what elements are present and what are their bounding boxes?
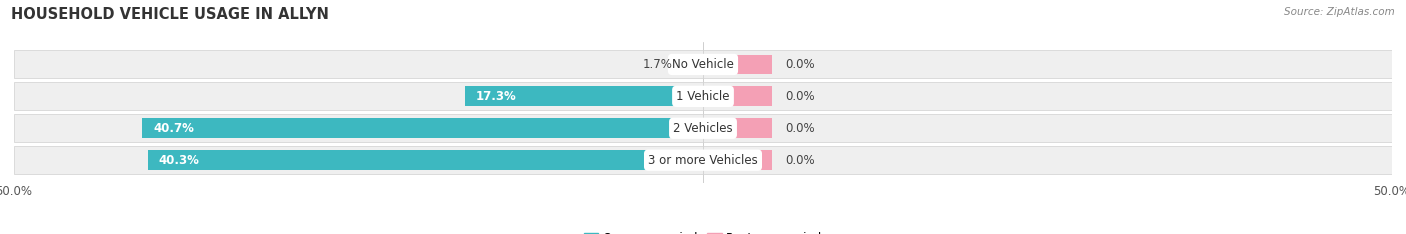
Text: HOUSEHOLD VEHICLE USAGE IN ALLYN: HOUSEHOLD VEHICLE USAGE IN ALLYN	[11, 7, 329, 22]
Text: 3 or more Vehicles: 3 or more Vehicles	[648, 154, 758, 167]
Bar	[148, 150, 703, 170]
Bar	[703, 146, 1392, 174]
Text: 17.3%: 17.3%	[475, 90, 516, 103]
Bar	[703, 118, 772, 138]
Legend: Owner-occupied, Renter-occupied: Owner-occupied, Renter-occupied	[579, 227, 827, 234]
Bar	[703, 87, 772, 106]
Text: 1.7%: 1.7%	[643, 58, 672, 71]
Bar	[703, 150, 772, 170]
Text: 40.7%: 40.7%	[153, 122, 194, 135]
Bar	[703, 50, 1392, 78]
Bar	[703, 114, 1392, 142]
Bar	[14, 114, 703, 142]
Bar	[14, 82, 703, 110]
Text: 40.3%: 40.3%	[159, 154, 200, 167]
Bar	[14, 146, 703, 174]
Bar	[703, 82, 1392, 110]
Text: 2 Vehicles: 2 Vehicles	[673, 122, 733, 135]
Text: 0.0%: 0.0%	[786, 90, 815, 103]
Text: No Vehicle: No Vehicle	[672, 58, 734, 71]
Bar	[703, 55, 772, 74]
Text: Source: ZipAtlas.com: Source: ZipAtlas.com	[1284, 7, 1395, 17]
Bar	[464, 87, 703, 106]
Bar	[679, 55, 703, 74]
Bar	[14, 50, 703, 78]
Text: 1 Vehicle: 1 Vehicle	[676, 90, 730, 103]
Text: 0.0%: 0.0%	[786, 154, 815, 167]
Bar	[142, 118, 703, 138]
Text: 0.0%: 0.0%	[786, 58, 815, 71]
Text: 0.0%: 0.0%	[786, 122, 815, 135]
